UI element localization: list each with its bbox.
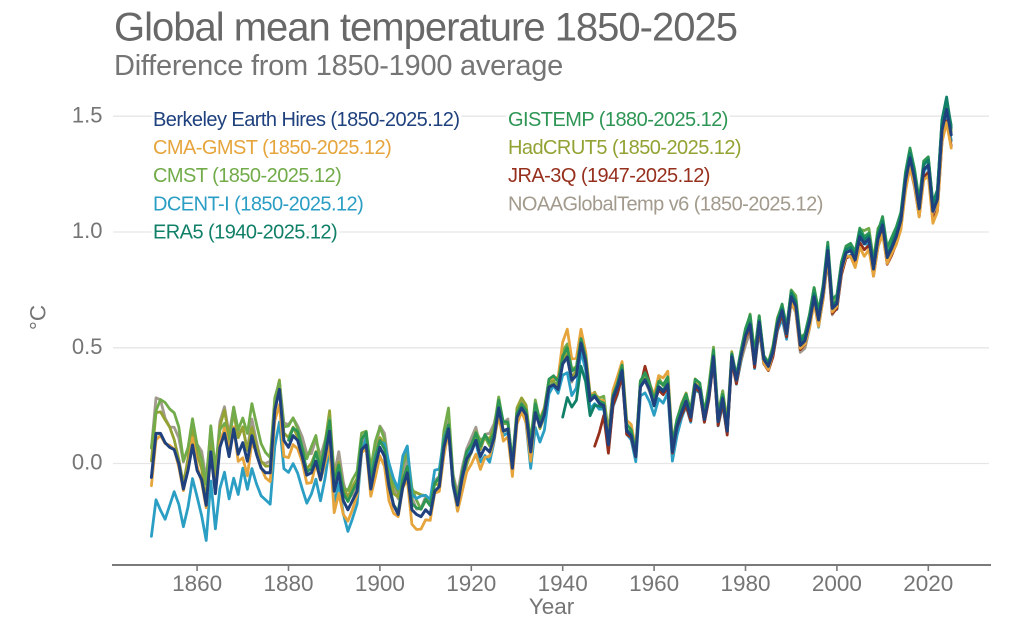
svg-text:Global mean temperature 1850-2: Global mean temperature 1850-2025 <box>114 6 737 50</box>
svg-text:1960: 1960 <box>629 571 679 596</box>
svg-text:ERA5 (1940-2025.12): ERA5 (1940-2025.12) <box>153 222 337 244</box>
svg-text:0.0: 0.0 <box>72 450 103 475</box>
svg-text:JRA-3Q (1947-2025.12): JRA-3Q (1947-2025.12) <box>508 165 710 187</box>
svg-text:Difference from 1850-1900 aver: Difference from 1850-1900 average <box>114 50 563 82</box>
svg-text:1.5: 1.5 <box>72 103 103 128</box>
svg-text:1920: 1920 <box>446 571 496 596</box>
svg-text:Berkeley Earth Hires (1850-202: Berkeley Earth Hires (1850-2025.12) <box>153 109 459 131</box>
svg-text:Year: Year <box>529 594 575 619</box>
svg-text:2000: 2000 <box>812 571 862 596</box>
svg-text:1940: 1940 <box>538 571 588 596</box>
svg-text:DCENT-I (1850-2025.12): DCENT-I (1850-2025.12) <box>153 193 363 215</box>
svg-text:GISTEMP (1880-2025.12): GISTEMP (1880-2025.12) <box>508 109 728 131</box>
svg-text:0.5: 0.5 <box>72 334 103 359</box>
svg-text:1900: 1900 <box>355 571 405 596</box>
svg-text:1860: 1860 <box>172 571 222 596</box>
svg-text:HadCRUT5 (1850-2025.12): HadCRUT5 (1850-2025.12) <box>508 137 741 159</box>
svg-text:2020: 2020 <box>903 571 953 596</box>
svg-text:°C: °C <box>26 305 51 330</box>
svg-text:1980: 1980 <box>720 571 770 596</box>
svg-text:NOAAGlobalTemp v6 (1850-2025.1: NOAAGlobalTemp v6 (1850-2025.12) <box>508 193 823 215</box>
svg-text:1.0: 1.0 <box>72 218 103 243</box>
svg-text:CMST (1850-2025.12): CMST (1850-2025.12) <box>153 165 341 187</box>
svg-text:CMA-GMST (1850-2025.12): CMA-GMST (1850-2025.12) <box>153 137 391 159</box>
svg-text:1880: 1880 <box>263 571 313 596</box>
